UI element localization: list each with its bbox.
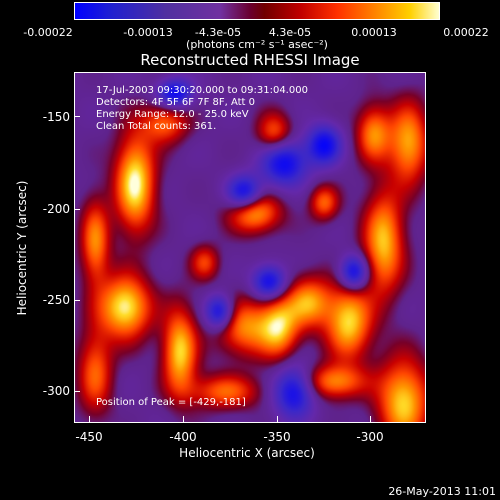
- colorbar: [74, 2, 440, 20]
- rhessi-image: [75, 73, 425, 422]
- image-plot: 17-Jul-2003 09:30:20.000 to 09:31:04.000…: [74, 72, 426, 423]
- y-tickmark: [74, 391, 80, 392]
- x-tickmark: [183, 416, 184, 422]
- clean-counts-label: Clean Total counts: 361.: [96, 121, 217, 132]
- colorbar-tick: 0.00022: [443, 26, 489, 39]
- y-tick-label: -250: [42, 293, 70, 307]
- y-tickmark: [74, 116, 80, 117]
- x-tick-label: -450: [75, 430, 103, 444]
- x-tickmark: [89, 416, 90, 422]
- colorbar-tick: -4.3e-05: [194, 26, 242, 39]
- colorbar-tick: -0.00022: [23, 26, 73, 39]
- x-tickmark: [277, 416, 278, 422]
- colorbar-tick: -0.00013: [123, 26, 173, 39]
- y-tick-label: -150: [42, 110, 70, 124]
- x-axis-label: Heliocentric X (arcsec): [179, 446, 315, 460]
- colorbar-tick: 0.00013: [351, 26, 397, 39]
- colorbar-units: (photons cm⁻² s⁻¹ asec⁻²): [186, 38, 328, 51]
- energy-range-label: Energy Range: 12.0 - 25.0 keV: [96, 109, 249, 120]
- colorbar-tick: 4.3e-05: [268, 26, 312, 39]
- y-tickmark: [74, 300, 80, 301]
- y-axis-label: Heliocentric Y (arcsec): [15, 180, 29, 316]
- footer-date: 26-May-2013 11:01: [388, 485, 496, 498]
- peak-position-label: Position of Peak = [-429,-181]: [96, 397, 246, 408]
- image-title: Reconstructed RHESSI Image: [140, 51, 360, 69]
- x-tick-label: -300: [356, 430, 384, 444]
- y-tickmark: [74, 209, 80, 210]
- detectors-label: Detectors: 4F 5F 6F 7F 8F, Att 0: [96, 97, 256, 108]
- y-tick-label: -200: [42, 202, 70, 216]
- x-tickmark: [370, 416, 371, 422]
- time-range-label: 17-Jul-2003 09:30:20.000 to 09:31:04.000: [96, 85, 308, 96]
- x-tick-label: -400: [169, 430, 197, 444]
- y-tick-label: -300: [42, 384, 70, 398]
- x-tick-label: -350: [263, 430, 291, 444]
